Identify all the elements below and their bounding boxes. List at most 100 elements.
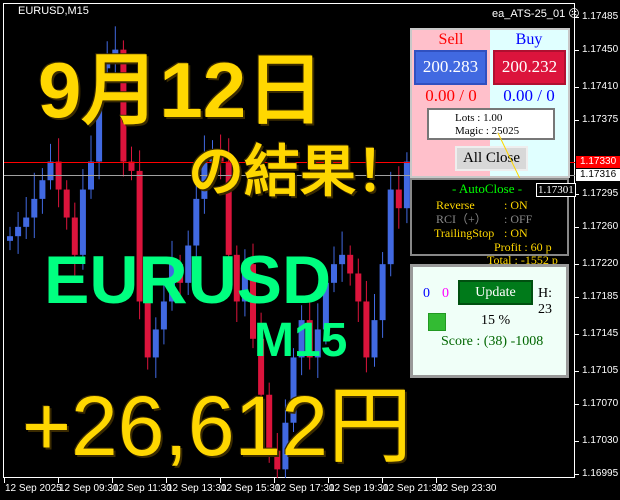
- price-tick: [575, 119, 579, 121]
- time-label: 12 Sep 23:30: [437, 483, 497, 494]
- bull-candle: [152, 317, 159, 378]
- count-blue: 0: [423, 286, 430, 301]
- candle-body: [15, 226, 22, 237]
- price-label: 1.17220: [582, 258, 619, 270]
- candle-body: [104, 58, 111, 69]
- buy-button[interactable]: 200.232: [493, 50, 566, 85]
- price-tick: [575, 404, 579, 406]
- candle-body: [250, 264, 256, 339]
- price-label: 1.17295: [582, 188, 619, 200]
- headline-timeframe: M15: [254, 314, 348, 367]
- sell-stats: 0.00 / 0: [425, 86, 477, 105]
- candle-body: [177, 264, 184, 283]
- bear-candle: [120, 40, 127, 177]
- candle-body: [193, 198, 200, 246]
- price-tick: [575, 441, 579, 443]
- bear-candle: [306, 299, 313, 370]
- bull-candle: [193, 178, 200, 267]
- autoclose-price-tag: 1.17301: [536, 183, 576, 197]
- time-tick: [58, 478, 59, 483]
- bear-candle: [144, 275, 151, 370]
- candle-body: [290, 357, 297, 423]
- rci-value: : OFF: [504, 212, 533, 226]
- magic-value: Magic : 25025: [455, 125, 520, 137]
- bull-candle: [112, 26, 119, 80]
- bull-candle: [31, 172, 38, 239]
- all-close-button[interactable]: All Close: [455, 146, 528, 171]
- candle-body: [258, 338, 265, 395]
- total-value: Total : -1552 p: [487, 253, 558, 267]
- bull-candle: [339, 231, 346, 282]
- sell-label: Sell: [438, 31, 464, 48]
- candle-body: [387, 189, 394, 265]
- bull-candle: [201, 135, 208, 214]
- bull-candle: [298, 305, 305, 376]
- bull-candle: [331, 246, 337, 293]
- price-tick: [575, 264, 579, 266]
- candle-body: [160, 301, 167, 330]
- reverse-label: Reverse: [436, 198, 475, 212]
- price-label: 1.17410: [582, 80, 619, 92]
- candle-body: [96, 68, 103, 162]
- candle-body: [322, 282, 329, 330]
- ask-line: [4, 162, 575, 163]
- candle-body: [185, 245, 192, 283]
- bull-candle: [79, 169, 86, 270]
- candle-body: [152, 329, 159, 358]
- candle-body: [31, 198, 38, 218]
- time-label: 12 Sep 19:30: [329, 483, 389, 494]
- price-label: 1.17260: [582, 220, 619, 232]
- bear-candle: [274, 432, 281, 478]
- candle-body: [217, 152, 224, 162]
- profit-value: Profit : 60 p: [494, 240, 552, 254]
- bear-candle: [250, 243, 256, 349]
- candlestick-series: [7, 26, 410, 478]
- bull-candle: [241, 249, 248, 317]
- bull-candle: [47, 143, 54, 190]
- time-tick: [436, 478, 437, 483]
- bull-candle: [387, 171, 394, 277]
- bull-candle: [169, 240, 175, 311]
- candle-body: [233, 254, 240, 302]
- bull-candle: [7, 226, 13, 251]
- bid-line: [4, 175, 575, 176]
- bear-candle: [217, 134, 224, 180]
- headline-date: 9月12日: [38, 46, 325, 134]
- time-label: 12 Sep 2025: [5, 483, 62, 494]
- price-label: 1.16995: [582, 468, 619, 480]
- candle-body: [339, 254, 346, 265]
- chart-area[interactable]: [3, 3, 575, 478]
- time-tick: [166, 478, 167, 483]
- score-value: Score : (38) -1008: [441, 334, 544, 349]
- price-tick: [575, 226, 579, 228]
- time-label: 12 Sep 11:30: [113, 483, 172, 494]
- bear-candle: [177, 254, 184, 301]
- sell-button[interactable]: 200.283: [414, 50, 487, 85]
- bull-candle: [15, 211, 22, 254]
- candle-body: [144, 301, 151, 358]
- ask-price-tag: 1.17330: [576, 156, 620, 168]
- score-panel: 0 0 Update H: 23 15 % Score : (38) -1008: [410, 264, 569, 378]
- headline-pair: EURUSD: [44, 242, 332, 318]
- candle-body: [63, 189, 70, 218]
- time-label: 12 Sep 15:30: [221, 483, 281, 494]
- candle-body: [355, 273, 362, 302]
- buy-label: Buy: [515, 31, 543, 48]
- buy-stats: 0.00 / 0: [503, 86, 555, 105]
- candle-body: [347, 254, 354, 274]
- time-label: 12 Sep 21:30: [383, 483, 443, 494]
- candle-body: [241, 264, 248, 302]
- candle-body: [266, 394, 273, 451]
- bull-candle: [379, 252, 386, 338]
- update-button[interactable]: Update: [458, 280, 533, 305]
- lots-value: Lots : 1.00: [455, 112, 503, 124]
- candle-body: [395, 189, 402, 209]
- reverse-value: : ON: [504, 198, 528, 212]
- price-label: 1.17375: [582, 113, 619, 125]
- candle-body: [71, 217, 78, 255]
- bear-candle: [225, 138, 232, 267]
- candle-body: [298, 320, 305, 358]
- candle-body: [79, 189, 86, 255]
- trade-panel: Sell Buy 200.283 200.232 0.00 / 0 0.00 /…: [410, 28, 570, 178]
- time-label: 12 Sep 17:30: [275, 483, 335, 494]
